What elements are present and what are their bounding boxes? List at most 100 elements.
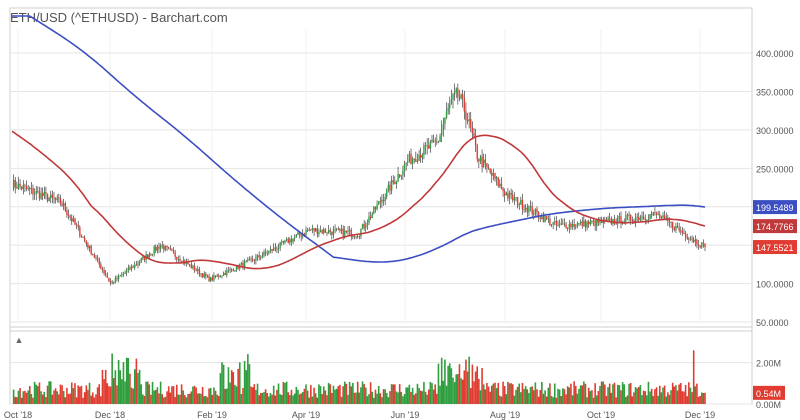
candle [470,119,472,128]
volume-bar [103,379,105,404]
candle [96,258,99,260]
volume-bar [90,395,92,404]
volume-tick-label: 2.00M [756,359,781,369]
chevron-up-icon[interactable]: ▲ [14,335,24,345]
candle [471,127,474,134]
volume-bar [171,386,173,404]
candle [323,229,325,234]
candle [486,163,488,168]
volume-bar [347,394,349,404]
last-value-volume-bg [753,385,785,400]
candle [429,142,432,149]
volume-bar [30,393,33,404]
volume-bar [193,385,196,404]
volume-bar [322,386,325,404]
volume-bar [373,397,375,404]
volume-bar [284,382,286,404]
candle [542,215,545,222]
volume-bar [665,396,668,404]
volume-bar [578,388,580,404]
volume-bar [259,392,262,404]
plot-border [9,7,753,405]
volume-bar [427,389,430,404]
volume-bar [235,386,238,404]
candle [421,155,424,158]
volume-bar [61,385,63,404]
candle [436,141,438,143]
candle [103,270,105,274]
volume-bar [495,388,498,404]
candle [647,219,650,220]
candle [560,223,562,225]
candle [347,231,349,232]
volume-bar [146,381,149,404]
candle [213,275,215,281]
volume-bar [77,385,80,404]
last-value-price: 147.5521 [756,243,794,253]
y-tick-label: 350.0000 [756,87,794,97]
volume-bar [129,373,131,404]
candle [583,220,585,227]
ma-slow-line [12,15,706,263]
candle [155,246,157,251]
candle [410,153,412,164]
volume-bar [586,397,588,404]
volume-bar [544,390,546,404]
volume-bar [688,382,690,404]
candle [203,273,205,278]
volume-bar [272,385,275,404]
volume-bar [93,397,96,404]
volume-bar [108,386,110,404]
candle [618,216,621,217]
volume-bar [263,392,265,404]
volume-bar [345,383,348,404]
candle [634,217,637,222]
volume-bar [497,383,500,404]
y-tick-label: 150.0000 [756,241,794,251]
labels-layer: 50.0000 100.0000 150.0000 200.0000 250.0000 3… [4,49,797,420]
volume-bar [574,385,577,404]
volume-bar [696,383,698,404]
volume-bar [343,381,346,404]
volume-bar [621,382,624,404]
volume-bar [421,391,424,404]
candle [536,208,538,213]
candle [260,257,262,259]
volume-bar [116,385,118,404]
volume-bar [269,392,272,404]
volume-bar [394,384,396,404]
volume-bar [311,396,314,404]
volume-bar [366,396,369,404]
candle [111,282,113,283]
volume-bar [82,397,84,404]
volume-bar [612,384,614,404]
volume-bar [243,361,246,404]
candle [491,172,493,176]
candle [513,198,516,201]
volume-bar [637,386,640,404]
candle [596,219,598,227]
volume-bar [159,381,162,404]
candle [195,270,197,272]
volume-bar [279,394,281,404]
x-tick-label: Jun '19 [391,410,420,420]
last-value-price-bg [753,240,797,255]
candle [263,251,265,256]
candle [529,206,532,208]
volume-bar [492,383,495,404]
candle [164,245,167,250]
candle [353,235,356,237]
volume-bar [468,356,470,404]
volume-bar [676,390,679,404]
volume-bar [694,386,697,404]
x-tick-label: Dec '19 [685,410,715,420]
volume-bar [625,396,627,404]
volume-bar [673,386,676,404]
volume-bar [59,384,62,404]
candle [190,264,193,269]
candle [92,254,94,255]
candle [51,194,54,198]
candle [696,239,698,245]
candle [415,159,417,162]
volume-bar [510,383,512,404]
